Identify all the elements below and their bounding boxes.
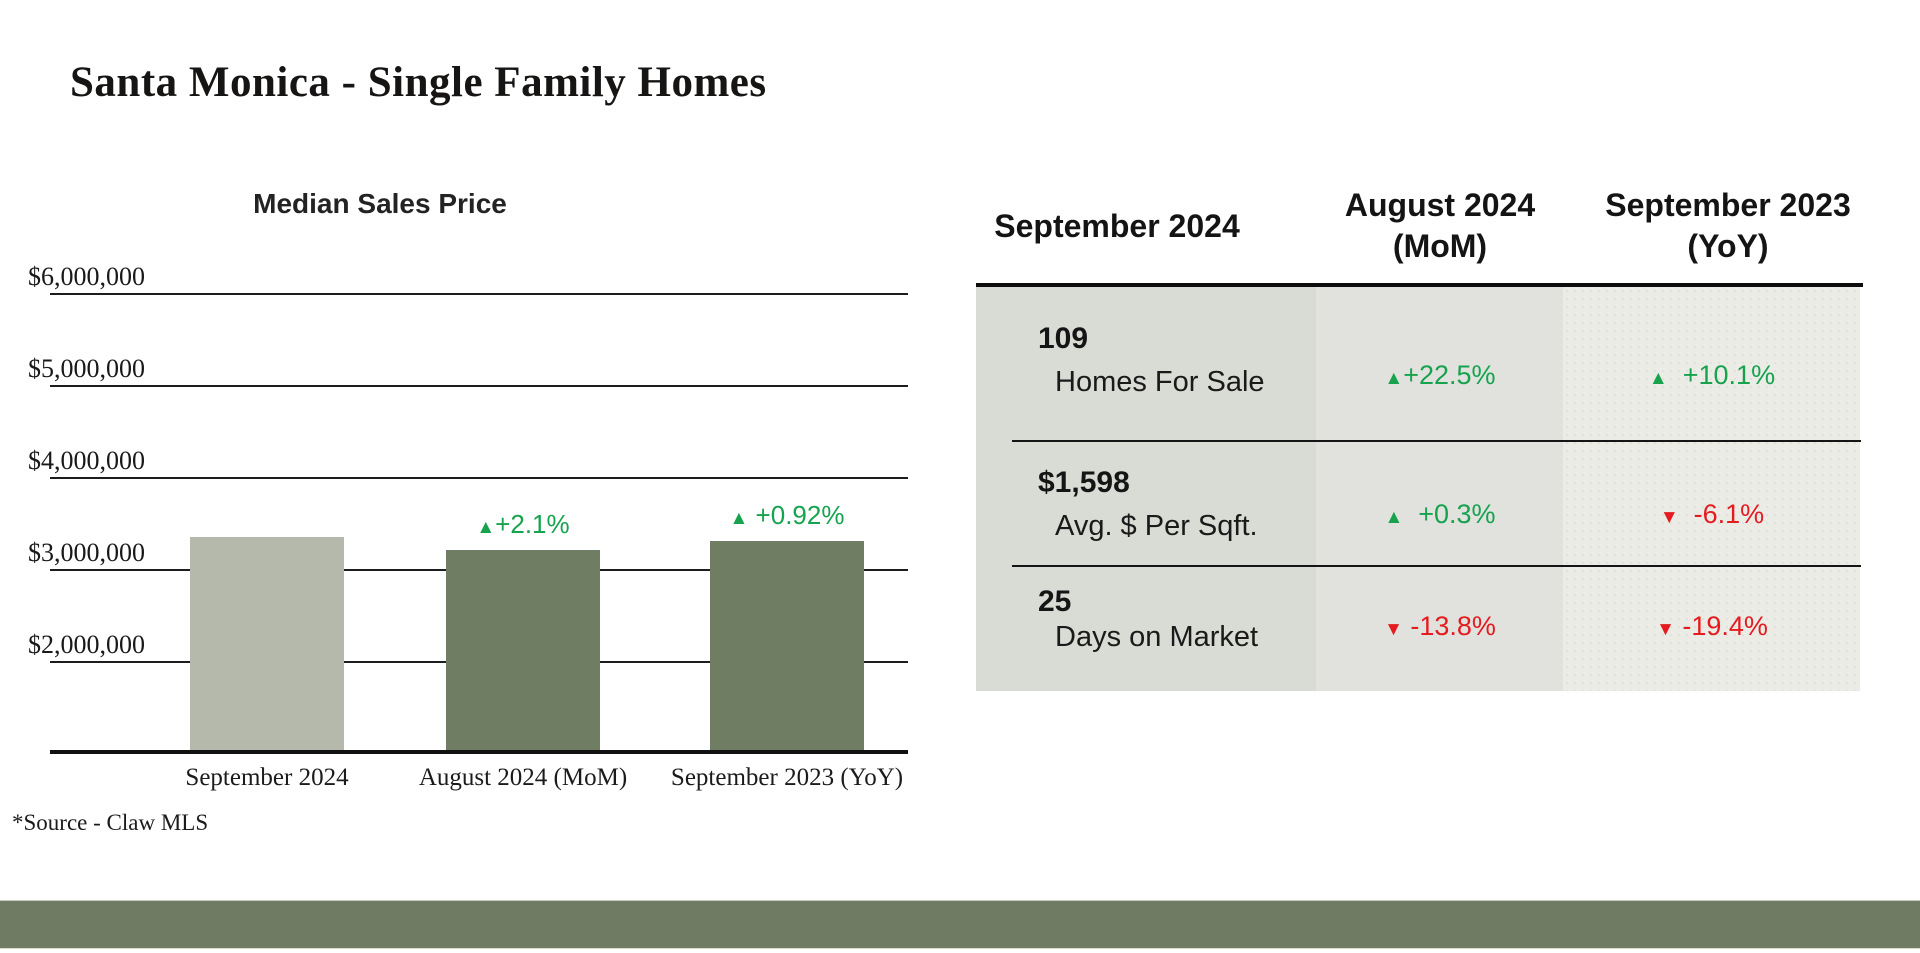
table-column3-background [1563, 287, 1860, 691]
chart-title: Median Sales Price [253, 188, 507, 219]
bar-september-2024 [190, 536, 344, 753]
table-row-divider [1012, 440, 1861, 442]
table-header-line: September 2023 [1605, 187, 1851, 223]
change-percent: +22.5% [1403, 360, 1496, 390]
stat-label: Homes For Sale [1055, 366, 1265, 398]
x-axis-category-label: September 2024 [185, 764, 349, 791]
table-column1-background [976, 287, 1316, 691]
up-arrow-icon: ▲ [729, 508, 749, 530]
stat-value: 109 [1038, 322, 1089, 355]
table-header-line: (YoY) [1687, 228, 1769, 264]
x-axis-category-label: August 2024 (MoM) [418, 764, 628, 791]
table-header-line: (MoM) [1392, 228, 1488, 264]
gridline [50, 293, 908, 295]
source-note: *Source - Claw MLS [12, 810, 209, 835]
table-header-line: August 2024 [1344, 187, 1536, 223]
table-header-september-2023-yoy: September 2023 (YoY) [1605, 184, 1850, 268]
y-axis-tick-label: $5,000,000 [28, 354, 145, 383]
up-arrow-icon: ▲ [1384, 368, 1404, 389]
yoy-change-badge: ▼ -19.4% [1656, 611, 1768, 642]
page-title: Santa Monica - Single Family Homes [70, 59, 767, 106]
y-axis-tick-label: $3,000,000 [28, 538, 145, 567]
bar-change-label: ▲+2.1% [476, 509, 569, 540]
down-arrow-icon: ▼ [1384, 619, 1403, 640]
mom-change-badge: ▼ -13.8% [1384, 611, 1496, 642]
change-percent: -6.1% [1678, 499, 1765, 529]
change-percent: -19.4% [1674, 611, 1768, 641]
bar-change-label: ▲ +0.92% [730, 500, 845, 531]
up-arrow-icon: ▲ [1384, 507, 1404, 528]
down-arrow-icon: ▼ [1656, 619, 1675, 640]
footer-banner [0, 900, 1920, 949]
yoy-change-badge: ▼ -6.1% [1660, 499, 1764, 530]
change-percent: +2.1% [495, 508, 570, 539]
table-row-divider [1012, 565, 1861, 567]
change-percent: +0.92% [748, 500, 845, 531]
change-percent: +10.1% [1667, 360, 1776, 390]
gridline [50, 477, 908, 479]
mom-change-badge: ▲ +0.3% [1384, 499, 1495, 530]
y-axis-tick-label: $2,000,000 [28, 630, 145, 659]
table-header-line: September 2024 [994, 207, 1240, 244]
table-header-rule [976, 283, 1863, 287]
y-axis-tick-label: $6,000,000 [28, 262, 145, 291]
stat-value: 25 [1038, 585, 1072, 618]
yoy-change-badge: ▲ +10.1% [1649, 360, 1775, 391]
gridline [50, 385, 908, 387]
y-axis-tick-label: $4,000,000 [28, 446, 145, 475]
table-header-september-2024: September 2024 [994, 184, 1239, 268]
change-percent: +0.3% [1403, 499, 1496, 529]
stat-value: $1,598 [1038, 466, 1130, 499]
up-arrow-icon: ▲ [476, 516, 496, 538]
bar-august-2024-mom- [446, 549, 600, 753]
change-percent: -13.8% [1402, 611, 1496, 641]
mom-change-badge: ▲+22.5% [1384, 360, 1495, 391]
stat-label: Avg. $ Per Sqft. [1055, 510, 1258, 542]
down-arrow-icon: ▼ [1659, 507, 1679, 528]
x-axis-category-label: September 2023 (YoY) [670, 764, 904, 791]
x-axis-line [50, 750, 908, 754]
bar-september-2023-yoy- [710, 541, 864, 753]
stat-label: Days on Market [1055, 621, 1259, 653]
up-arrow-icon: ▲ [1648, 368, 1668, 389]
table-column2-background [1316, 287, 1563, 691]
table-header-august-2024-mom: August 2024 (MoM) [1345, 184, 1535, 268]
